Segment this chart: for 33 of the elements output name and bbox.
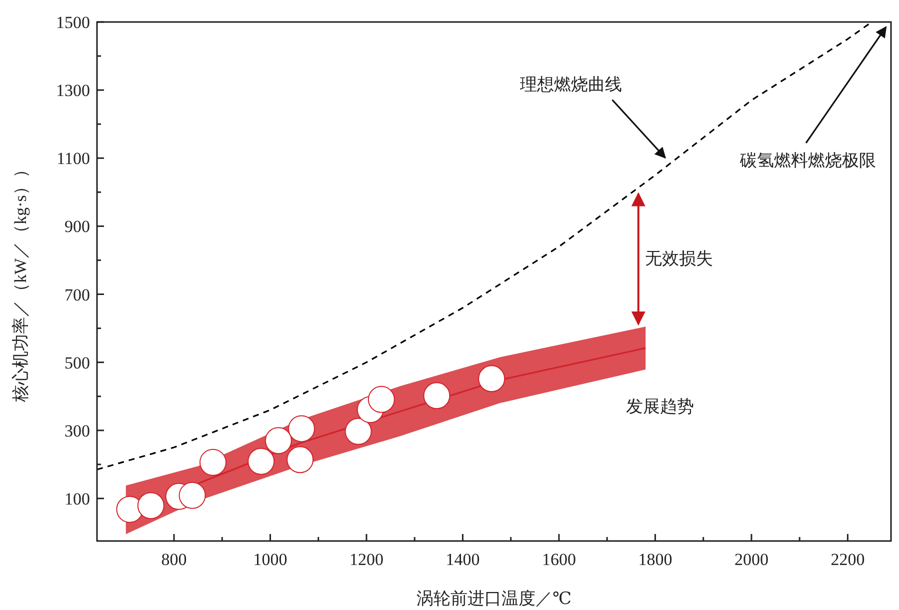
y-tick-label: 1500 [56, 13, 90, 32]
y-axis-title: 核心机功率／（kW／（kg·s）） [11, 161, 30, 403]
point [199, 448, 226, 476]
annotation: 发展趋势 [626, 397, 694, 416]
x-tick-label: 1400 [446, 550, 480, 569]
y-tick-label: 900 [64, 217, 90, 236]
annotation: 无效损失 [645, 249, 713, 268]
x-tick-label: 1600 [542, 550, 576, 569]
annotation: 理想燃烧曲线 [520, 74, 622, 94]
y-tick-label: 500 [64, 353, 90, 372]
annotation: 碳氢燃料燃烧极限 [739, 151, 876, 170]
point [423, 382, 450, 410]
x-tick-label: 1200 [349, 550, 384, 569]
x-tick-label: 2200 [830, 550, 865, 569]
point [288, 415, 316, 442]
point [137, 492, 164, 520]
y-tick-label: 700 [64, 285, 90, 304]
point [286, 446, 314, 474]
y-tick-label: 300 [64, 421, 90, 440]
x-tick-label: 1000 [253, 550, 288, 569]
y-tick-label: 100 [64, 489, 90, 508]
x-tick-label: 2000 [734, 550, 768, 569]
point [368, 386, 395, 413]
x-axis-title: 涡轮前进口温度／℃ [416, 589, 572, 608]
y-tick-label: 1100 [56, 149, 90, 168]
x-tick-label: 800 [161, 550, 187, 569]
point [178, 482, 206, 509]
point [478, 365, 506, 392]
point [264, 427, 292, 454]
point [344, 418, 372, 445]
point [248, 448, 275, 475]
x-tick-label: 1800 [638, 550, 672, 569]
y-tick-label: 1300 [56, 81, 90, 100]
